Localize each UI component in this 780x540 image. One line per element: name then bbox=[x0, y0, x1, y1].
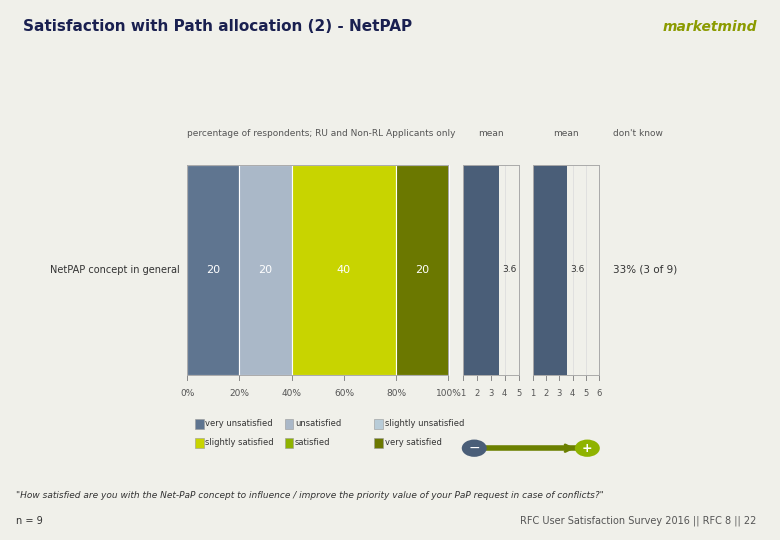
Text: −: − bbox=[469, 441, 480, 455]
Text: unsatisfied: unsatisfied bbox=[295, 420, 341, 428]
Text: 3: 3 bbox=[557, 389, 562, 398]
Text: 20: 20 bbox=[258, 265, 273, 275]
Text: 2: 2 bbox=[474, 389, 479, 398]
Text: +: + bbox=[582, 442, 593, 455]
Text: 3.6: 3.6 bbox=[570, 266, 585, 274]
Text: Satisfaction with Path allocation (2) - NetPAP: Satisfaction with Path allocation (2) - … bbox=[23, 19, 413, 34]
Text: RFC User Satisfaction Survey 2016 || RFC 8 || 22: RFC User Satisfaction Survey 2016 || RFC… bbox=[520, 516, 757, 526]
Text: 1: 1 bbox=[460, 389, 465, 398]
Text: 0%: 0% bbox=[180, 389, 194, 398]
Text: 5: 5 bbox=[516, 389, 521, 398]
Text: mean: mean bbox=[478, 129, 503, 138]
Text: slightly satisfied: slightly satisfied bbox=[205, 438, 274, 447]
Text: 33% (3 of 9): 33% (3 of 9) bbox=[613, 265, 677, 275]
Text: 80%: 80% bbox=[386, 389, 406, 398]
Text: very unsatisfied: very unsatisfied bbox=[205, 420, 273, 428]
Text: 40: 40 bbox=[337, 265, 351, 275]
Text: 3.6: 3.6 bbox=[502, 266, 516, 274]
Text: 20: 20 bbox=[415, 265, 430, 275]
Text: don't know: don't know bbox=[613, 129, 663, 138]
Text: 1: 1 bbox=[530, 389, 535, 398]
Text: marketmind: marketmind bbox=[662, 19, 757, 33]
Text: 4: 4 bbox=[570, 389, 575, 398]
Text: n = 9: n = 9 bbox=[16, 516, 42, 526]
Text: mean: mean bbox=[553, 129, 579, 138]
Text: 4: 4 bbox=[502, 389, 507, 398]
Text: 3: 3 bbox=[488, 389, 493, 398]
Text: 6: 6 bbox=[597, 389, 601, 398]
Text: "How satisfied are you with the Net-PaP concept to influence / improve the prior: "How satisfied are you with the Net-PaP … bbox=[16, 490, 604, 500]
Text: 60%: 60% bbox=[334, 389, 354, 398]
Text: very satisfied: very satisfied bbox=[385, 438, 441, 447]
Text: satisfied: satisfied bbox=[295, 438, 331, 447]
Text: 20%: 20% bbox=[229, 389, 250, 398]
Text: 2: 2 bbox=[544, 389, 548, 398]
Text: 20: 20 bbox=[206, 265, 221, 275]
Text: 5: 5 bbox=[583, 389, 588, 398]
Text: NetPAP concept in general: NetPAP concept in general bbox=[50, 265, 179, 275]
Text: 40%: 40% bbox=[282, 389, 302, 398]
Text: 100%: 100% bbox=[435, 389, 462, 398]
Text: percentage of respondents; RU and Non-RL Applicants only: percentage of respondents; RU and Non-RL… bbox=[187, 129, 456, 138]
Text: slightly unsatisfied: slightly unsatisfied bbox=[385, 420, 464, 428]
